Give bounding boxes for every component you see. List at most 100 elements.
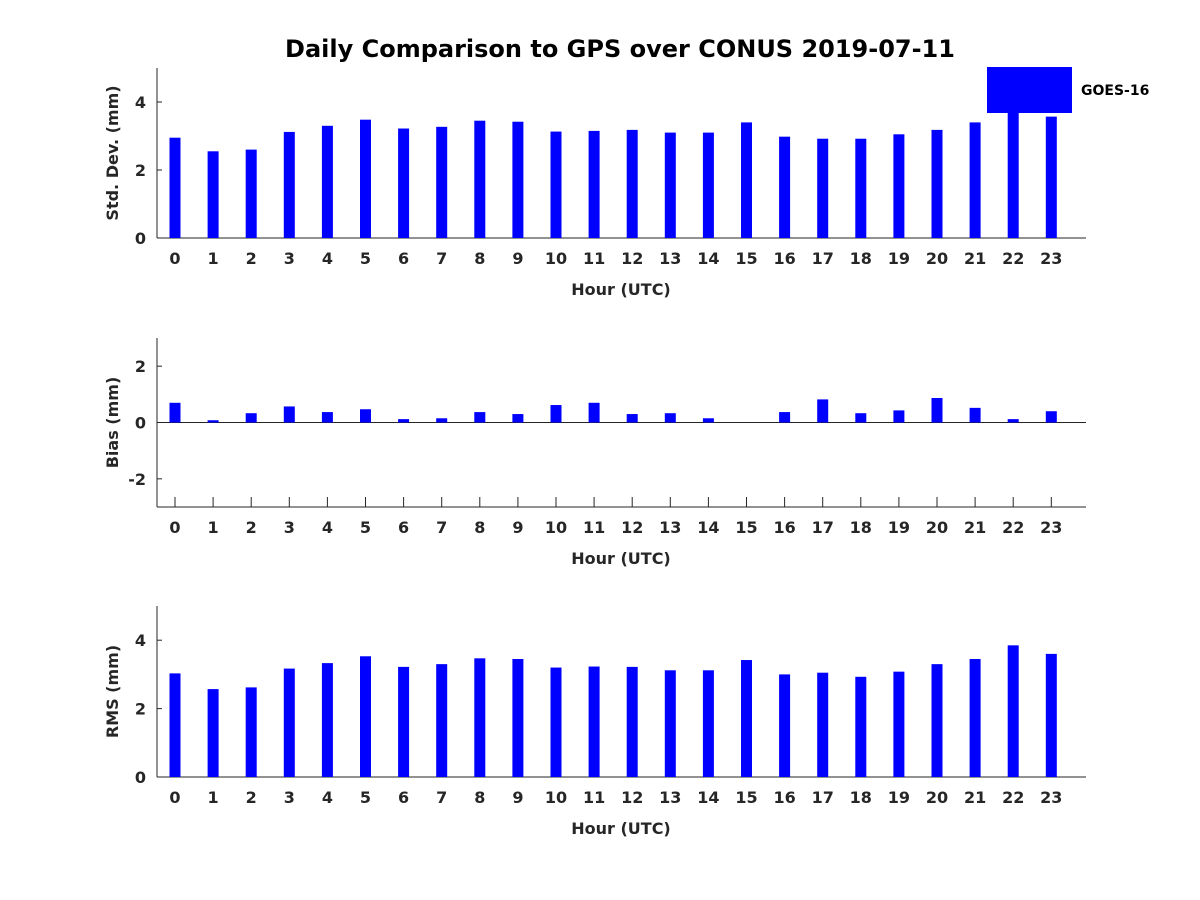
bar-bias-14 xyxy=(702,418,714,423)
x-tick-label: 8 xyxy=(474,518,485,537)
x-tick-label: 6 xyxy=(398,249,409,268)
bar-bias-17 xyxy=(817,399,829,423)
bar-rms-0 xyxy=(169,673,181,777)
x-tick-label: 19 xyxy=(888,249,910,268)
bar-std-dev-9 xyxy=(512,121,524,238)
x-tick-label: 16 xyxy=(773,249,795,268)
bar-std-dev-23 xyxy=(1045,116,1057,238)
bar-bias-18 xyxy=(855,413,867,423)
x-tick-label: 14 xyxy=(697,249,719,268)
bar-std-dev-2 xyxy=(245,149,257,238)
bar-rms-14 xyxy=(702,670,714,777)
y-axis-label: Bias (mm) xyxy=(103,377,122,469)
bar-bias-10 xyxy=(550,405,562,423)
x-tick-label: 18 xyxy=(850,788,872,807)
x-tick-label: 13 xyxy=(659,518,681,537)
bar-rms-7 xyxy=(436,664,448,777)
bar-bias-19 xyxy=(893,410,905,423)
bar-rms-16 xyxy=(779,674,791,777)
x-tick-label: 22 xyxy=(1002,518,1024,537)
x-tick-label: 13 xyxy=(659,788,681,807)
x-tick-label: 9 xyxy=(512,788,523,807)
bar-rms-21 xyxy=(969,659,981,777)
y-tick-label: 2 xyxy=(135,700,146,719)
bar-std-dev-8 xyxy=(474,120,486,238)
x-tick-label: 18 xyxy=(850,518,872,537)
bar-std-dev-19 xyxy=(893,134,905,238)
y-tick-label: 2 xyxy=(135,161,146,180)
x-tick-label: 8 xyxy=(474,788,485,807)
x-tick-label: 6 xyxy=(398,518,409,537)
x-tick-label: 2 xyxy=(246,518,257,537)
bar-std-dev-5 xyxy=(360,119,371,238)
bar-rms-10 xyxy=(550,667,562,777)
x-tick-label: 18 xyxy=(850,249,872,268)
bar-std-dev-1 xyxy=(207,151,219,238)
bar-std-dev-0 xyxy=(169,137,181,238)
x-tick-label: 1 xyxy=(208,249,219,268)
bar-bias-3 xyxy=(283,406,295,423)
x-tick-label: 19 xyxy=(888,518,910,537)
y-tick-label: 0 xyxy=(135,229,146,248)
x-tick-label: 4 xyxy=(322,249,333,268)
bar-bias-6 xyxy=(398,419,410,423)
bar-rms-23 xyxy=(1045,653,1057,777)
x-tick-label: 1 xyxy=(208,518,219,537)
x-tick-label: 12 xyxy=(621,788,643,807)
x-tick-label: 7 xyxy=(436,518,447,537)
x-tick-label: 5 xyxy=(360,788,371,807)
bar-bias-5 xyxy=(360,409,371,423)
legend-label: GOES-16 xyxy=(1081,83,1149,99)
x-tick-label: 2 xyxy=(246,788,257,807)
x-tick-label: 5 xyxy=(360,249,371,268)
bar-rms-17 xyxy=(817,672,829,777)
y-tick-label: 4 xyxy=(135,93,146,112)
legend-swatch xyxy=(987,67,1072,113)
x-tick-label: 15 xyxy=(735,249,757,268)
x-tick-label: 23 xyxy=(1040,518,1062,537)
bar-rms-20 xyxy=(931,664,943,777)
y-tick-label: 4 xyxy=(135,631,146,650)
bar-std-dev-21 xyxy=(969,122,981,238)
bar-rms-11 xyxy=(588,666,600,777)
x-tick-label: 16 xyxy=(773,518,795,537)
bar-rms-2 xyxy=(245,687,257,777)
x-tick-label: 5 xyxy=(360,518,371,537)
bar-rms-13 xyxy=(664,670,676,777)
x-tick-label: 10 xyxy=(545,518,567,537)
x-axis-label: Hour (UTC) xyxy=(571,280,671,299)
bar-bias-22 xyxy=(1007,419,1019,423)
bar-bias-4 xyxy=(321,412,333,423)
bar-bias-8 xyxy=(474,412,486,423)
bar-rms-5 xyxy=(360,656,371,777)
bar-rms-15 xyxy=(741,660,752,777)
y-axis-label: Std. Dev. (mm) xyxy=(103,85,122,220)
x-tick-label: 2 xyxy=(246,249,257,268)
x-tick-label: 4 xyxy=(322,518,333,537)
x-tick-label: 17 xyxy=(812,788,834,807)
bar-bias-20 xyxy=(931,397,943,423)
x-tick-label: 21 xyxy=(964,518,986,537)
x-tick-label: 0 xyxy=(169,788,180,807)
bar-std-dev-17 xyxy=(817,138,829,238)
y-tick-label: 0 xyxy=(135,414,146,433)
bar-rms-22 xyxy=(1007,645,1019,777)
x-tick-label: 11 xyxy=(583,249,605,268)
bar-std-dev-20 xyxy=(931,129,943,238)
x-tick-label: 7 xyxy=(436,788,447,807)
bar-rms-4 xyxy=(321,663,333,777)
chart-title: Daily Comparison to GPS over CONUS 2019-… xyxy=(285,35,955,63)
bar-bias-12 xyxy=(626,414,638,423)
legend: GOES-16 xyxy=(987,67,1149,113)
bar-std-dev-14 xyxy=(702,132,714,238)
bar-std-dev-7 xyxy=(436,126,448,238)
x-tick-label: 20 xyxy=(926,249,948,268)
bar-rms-18 xyxy=(855,676,867,777)
y-tick-label: 0 xyxy=(135,768,146,787)
x-tick-label: 9 xyxy=(512,249,523,268)
x-tick-label: 3 xyxy=(284,788,295,807)
